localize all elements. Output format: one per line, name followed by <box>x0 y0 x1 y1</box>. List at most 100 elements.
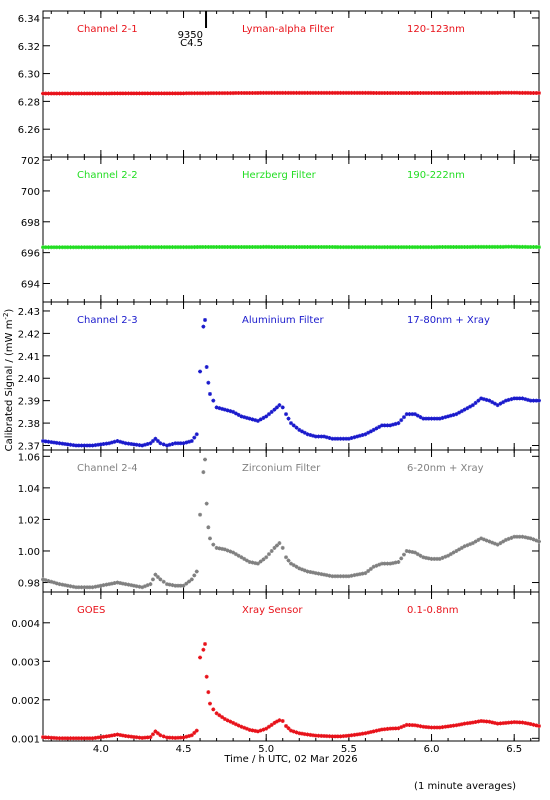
data-point <box>484 90 489 95</box>
data-point <box>429 725 434 730</box>
data-point <box>413 245 417 250</box>
data-point <box>123 245 128 250</box>
panel-4: 0.98 1.00 1.02 1.04 1.06 Channel 2-4 Zirconium… <box>18 449 541 593</box>
data-point <box>352 435 357 440</box>
data-point <box>506 397 511 402</box>
data-point <box>204 365 209 370</box>
data-point <box>523 721 528 726</box>
data-point <box>239 555 244 560</box>
data-point <box>520 244 525 249</box>
data-point <box>65 736 70 741</box>
data-point <box>142 735 147 740</box>
data-point <box>443 554 448 559</box>
data-point <box>167 245 172 250</box>
data-point <box>176 583 181 588</box>
data-point <box>514 720 519 725</box>
y-tick-label: 702 <box>21 156 40 167</box>
data-point <box>379 423 384 428</box>
data-point <box>109 581 114 586</box>
data-point <box>280 244 285 249</box>
data-point <box>313 245 318 250</box>
data-point <box>525 90 530 95</box>
data-point <box>129 734 134 739</box>
data-point <box>192 435 197 440</box>
flare-id: 9350 <box>178 30 203 41</box>
data-point <box>459 409 464 414</box>
data-point <box>457 722 462 727</box>
data-point <box>291 729 296 734</box>
data-point <box>104 582 109 587</box>
data-point <box>311 90 316 95</box>
data-point <box>424 555 429 560</box>
data-point <box>167 582 172 587</box>
data-point <box>484 244 489 249</box>
data-point <box>198 655 203 660</box>
data-point <box>335 245 340 250</box>
data-point <box>181 735 186 740</box>
data-point <box>297 90 302 95</box>
data-point <box>393 245 398 250</box>
data-point <box>415 552 420 557</box>
data-point <box>167 91 172 96</box>
data-point <box>388 561 393 566</box>
data-point <box>225 91 230 96</box>
data-point <box>429 91 434 96</box>
data-point <box>393 421 398 426</box>
data-point <box>443 90 448 95</box>
data-point <box>74 245 79 250</box>
data-point <box>534 245 539 250</box>
data-point <box>153 436 158 441</box>
data-point <box>316 571 321 576</box>
data-point <box>523 397 528 402</box>
data-point <box>371 90 376 95</box>
data-point <box>90 443 95 448</box>
data-point <box>244 558 249 563</box>
data-point <box>57 441 62 446</box>
x-tick-label: 5.5 <box>341 744 357 755</box>
data-point <box>506 90 511 95</box>
data-point <box>192 573 197 578</box>
data-point <box>509 535 514 540</box>
data-point <box>333 90 338 95</box>
data-point <box>366 90 371 95</box>
data-point <box>374 563 379 568</box>
data-point <box>261 415 266 420</box>
data-point <box>46 578 51 583</box>
data-point <box>181 583 186 588</box>
data-point <box>261 244 266 249</box>
data-point <box>231 244 236 249</box>
data-point <box>418 415 423 420</box>
data-point <box>454 244 459 249</box>
data-point <box>289 561 293 566</box>
data-point <box>327 436 332 441</box>
data-point <box>189 245 194 250</box>
data-point <box>399 418 404 423</box>
data-point <box>300 429 305 434</box>
data-point <box>437 725 442 730</box>
data-point <box>195 91 200 96</box>
data-point <box>93 91 98 96</box>
data-point <box>228 409 233 414</box>
data-point <box>388 90 393 95</box>
data-point <box>79 585 84 590</box>
data-point <box>498 90 503 95</box>
data-point <box>217 245 222 250</box>
data-series <box>41 317 541 448</box>
data-point <box>85 245 90 250</box>
data-point <box>274 543 279 548</box>
data-point <box>294 730 299 735</box>
data-point <box>220 715 225 720</box>
data-point <box>140 245 145 250</box>
data-point <box>368 429 373 434</box>
data-point <box>426 556 431 561</box>
data-point <box>93 443 98 448</box>
data-point <box>228 549 233 554</box>
data-point <box>512 720 517 725</box>
data-point <box>225 718 230 723</box>
data-point <box>363 245 368 250</box>
data-point <box>305 245 310 250</box>
data-point <box>506 244 511 249</box>
data-point <box>236 412 241 417</box>
data-point <box>435 245 440 250</box>
data-point <box>462 244 467 249</box>
